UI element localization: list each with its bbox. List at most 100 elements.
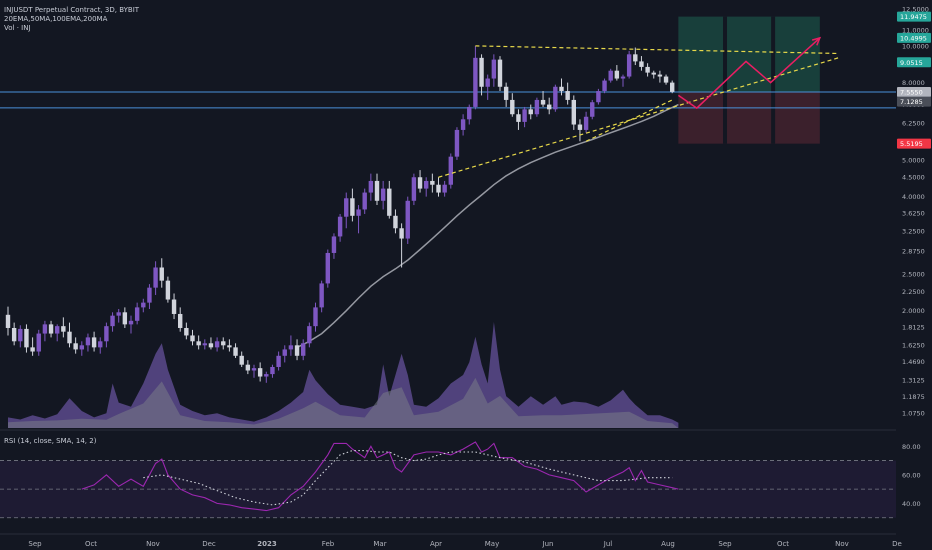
candle-body (73, 343, 78, 350)
candle-body (577, 124, 583, 130)
candle-body (337, 216, 343, 237)
candle-body (67, 331, 72, 344)
rsi-line (81, 441, 679, 512)
candle-body (98, 341, 103, 348)
candle-body (405, 200, 410, 239)
horizontal-levels[interactable] (0, 91, 896, 109)
candle-body (393, 215, 398, 229)
candle-body (491, 59, 497, 79)
candle-body (608, 70, 613, 81)
candle-body (91, 337, 97, 348)
candlesticks (5, 45, 675, 383)
candle-body (141, 302, 146, 308)
grid (0, 429, 932, 535)
price-tick-label: 1.8125 (902, 323, 925, 331)
candle-body (325, 252, 330, 284)
candle-body (626, 54, 632, 77)
price-tick-label: 1.1875 (902, 393, 925, 401)
price-axis[interactable]: 12.500011.000010.00009.00008.00007.00006… (896, 0, 932, 550)
candle-body (670, 82, 675, 92)
candle-body (547, 104, 552, 110)
candle-body (411, 177, 417, 201)
time-axis[interactable]: Sep Oct Nov Dec 2023 Feb Mar Apr May Jun Jul Aug Sep… (28, 540, 901, 548)
price-tick-label: 1.0750 (902, 409, 925, 417)
price-tick-label: 4.5000 (902, 174, 925, 182)
trendline (475, 45, 839, 55)
price-tick-label: 2.5000 (902, 270, 925, 278)
price-tick-label: 2.8750 (902, 247, 925, 255)
candle-body (233, 347, 238, 356)
candle-body (442, 184, 447, 193)
candle-body (18, 328, 23, 342)
candle-body (319, 283, 324, 308)
candle-body (104, 326, 109, 342)
candle-body (448, 156, 453, 185)
candle-body (503, 86, 509, 100)
time-tick-label: De (892, 540, 902, 548)
candle-body (479, 57, 484, 87)
projection-arrowhead (811, 36, 822, 46)
price-tick-label: 10.0000 (902, 42, 929, 50)
candle-body (257, 368, 263, 377)
candle-body (159, 267, 164, 281)
time-tick-label: Oct (777, 540, 789, 548)
time-tick-label: Sep (28, 540, 42, 548)
target-zone (678, 16, 820, 93)
candle-body (417, 177, 423, 189)
candle-body (380, 188, 386, 201)
candle-body (264, 374, 269, 377)
price-label-badge (897, 11, 931, 22)
time-tick-label: Nov (835, 540, 849, 548)
candle-body (534, 99, 540, 115)
candle-body (657, 74, 663, 77)
candle-body (374, 180, 380, 201)
candle-body (473, 57, 478, 107)
price-tick-label: 6.2500 (902, 120, 925, 128)
candle-body (424, 180, 429, 189)
trendlines[interactable] (438, 45, 839, 178)
candle-body (227, 345, 232, 348)
candle-body (301, 343, 306, 356)
time-tick-label: 2023 (257, 540, 277, 548)
projection-path[interactable] (677, 36, 822, 110)
rsi-tick-label: 60.00 (902, 471, 921, 479)
candle-body (497, 59, 503, 87)
candle-body (356, 209, 361, 216)
candle-body (368, 180, 374, 193)
candle-body (639, 61, 644, 67)
position-zones (678, 16, 820, 144)
price-label-text: 7.1285 (900, 98, 923, 106)
candle-body (30, 347, 35, 352)
candle-body (583, 116, 589, 130)
price-tick-label: 1.3125 (902, 376, 925, 384)
candle-body (510, 99, 515, 115)
candle-body (239, 355, 244, 365)
candle-body (387, 188, 392, 216)
candle-body (620, 76, 626, 79)
candle-body (485, 78, 490, 87)
candle-body (282, 349, 287, 356)
candle-body (79, 345, 84, 350)
rsi-tick-label: 40.00 (902, 500, 921, 508)
price-tick-label: 2.2500 (902, 288, 925, 296)
candle-body (663, 76, 669, 83)
candle-body (190, 335, 195, 342)
candle-body (590, 102, 595, 117)
candle-body (55, 326, 60, 334)
candle-body (147, 287, 152, 303)
candle-body (294, 345, 300, 356)
chart-title: INJUSDT Perpetual Contract, 3D, BYBIT (4, 6, 140, 14)
candle-body (214, 341, 220, 348)
time-tick-label: Mar (373, 540, 386, 548)
candle-body (288, 345, 294, 350)
time-tick-label: Dec (202, 540, 216, 548)
time-tick-label: Nov (146, 540, 160, 548)
price-tick-label: 8.0000 (902, 79, 925, 87)
candle-body (270, 366, 275, 375)
candle-body (134, 307, 140, 321)
candle-body (633, 54, 638, 62)
price-label-text: 5.5195 (900, 140, 923, 148)
price-label-badge (897, 96, 931, 107)
candle-body (61, 326, 66, 332)
